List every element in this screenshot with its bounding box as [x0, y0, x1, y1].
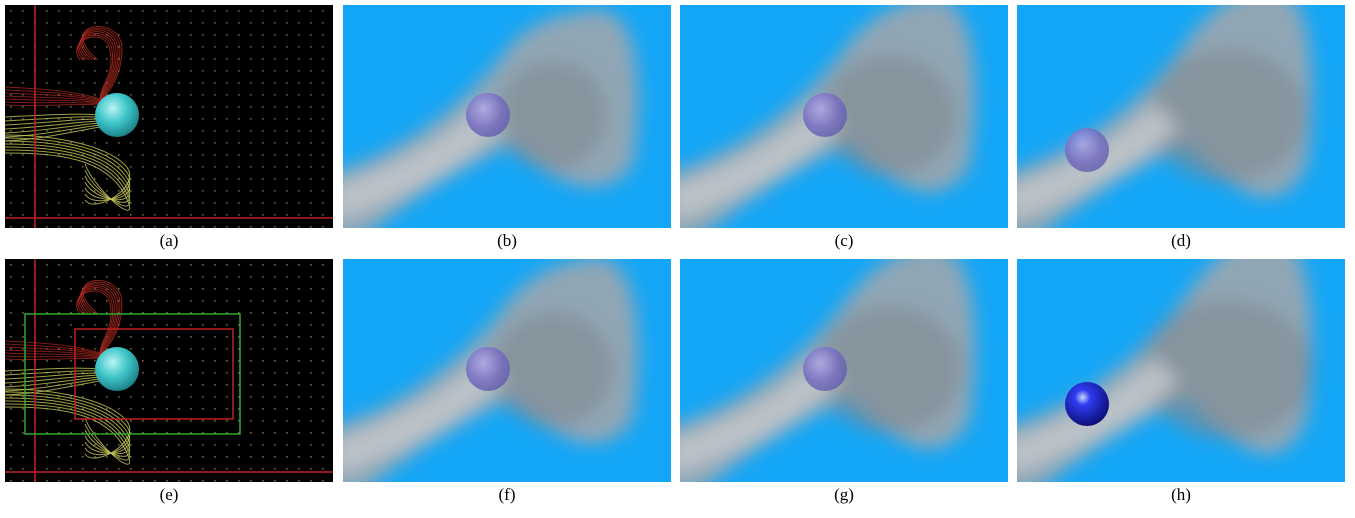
- panel-caption: (b): [497, 231, 517, 250]
- sphere: [1065, 382, 1109, 426]
- sphere: [95, 347, 139, 391]
- sphere: [1065, 128, 1109, 172]
- panel: [323, 258, 671, 492]
- panel: [997, 0, 1345, 238]
- panel-caption: (f): [499, 485, 516, 504]
- smoke-core: [492, 311, 614, 427]
- sphere: [803, 347, 847, 391]
- sphere: [803, 93, 847, 137]
- vector-grid: [5, 5, 333, 228]
- smoke-core: [1142, 299, 1312, 439]
- sphere: [95, 93, 139, 137]
- sphere: [466, 347, 510, 391]
- panel: [5, 5, 333, 228]
- smoke-core: [1148, 48, 1306, 182]
- panel: [997, 234, 1345, 492]
- panel: [323, 5, 671, 238]
- panel-caption: (h): [1171, 485, 1191, 504]
- smoke-core: [498, 60, 608, 170]
- sphere: [466, 93, 510, 137]
- panel-caption: (a): [160, 231, 179, 250]
- panel-caption: (e): [160, 485, 179, 504]
- panel: [660, 0, 1008, 238]
- vector-grid: [5, 259, 333, 482]
- panel: [660, 246, 1008, 492]
- panel-caption: (c): [835, 231, 854, 250]
- panel: [5, 259, 333, 482]
- figure: (a) (b) (c) (d) (e) (f) (g) (h): [0, 0, 1355, 518]
- page: (a)(b)(c)(d)(e)(f)(g)(h) (() => { const …: [0, 0, 1355, 518]
- panel-caption: (g): [834, 485, 854, 504]
- panel-caption: (d): [1171, 231, 1191, 250]
